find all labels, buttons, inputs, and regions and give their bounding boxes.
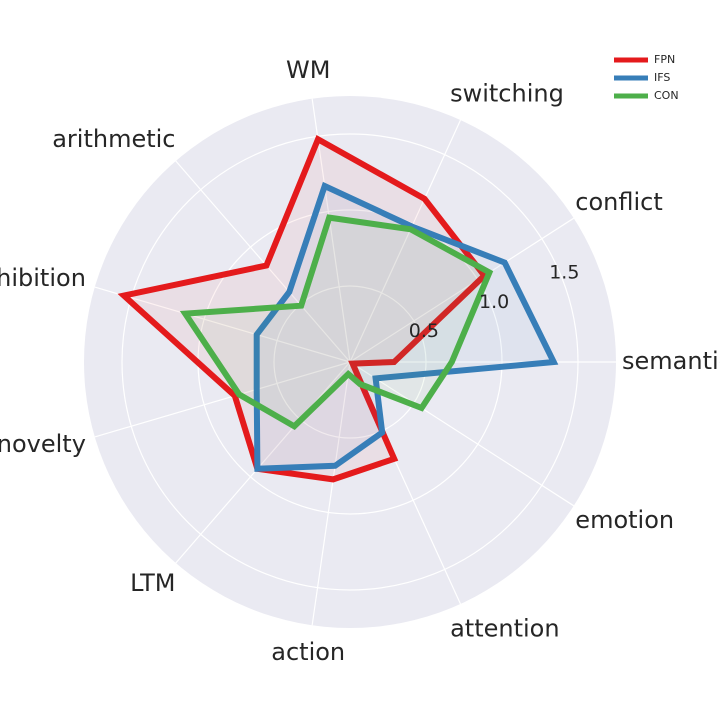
spoke-novelty [94,361,351,438]
spoke-inhibition [94,286,351,363]
axis-label-emotion: emotion [575,506,674,534]
legend: FPN IFS CON [614,53,679,102]
axis-label-action: action [271,638,345,666]
axis-label-wm: WM [286,56,330,84]
axis-label-attention: attention [450,614,559,642]
axis-label-ltm: LTM [130,569,175,597]
r-tick-label-2: 1.5 [549,262,579,284]
spoke-LTM [175,361,351,564]
axis-label-switching: switching [450,80,564,108]
axis-label-conflict: conflict [575,188,662,216]
legend-item-con: CON [614,89,679,102]
r-tick-label-1: 1.0 [479,291,509,313]
axis-label-semantics: semantics [622,347,720,375]
legend-label-ifs: IFS [654,71,670,84]
series-fill-ifs [256,186,554,469]
series-fill-con [185,217,490,427]
label-layer: 0.5 1.0 1.5 semantics conflict switching WM ari… [0,56,720,666]
axis-label-arithmetic: arithmetic [52,125,175,153]
series-line-fpn [117,135,489,483]
legend-item-ifs: IFS [614,71,670,84]
legend-label-fpn: FPN [654,53,675,66]
series-con [179,214,494,431]
axis-label-novelty: novelty [0,430,86,458]
series-line-con [179,214,494,431]
spoke-action [311,361,351,626]
legend-label-con: CON [654,89,679,102]
legend-item-fpn: FPN [614,53,675,66]
series-layer [117,135,559,483]
series-ifs [253,181,559,472]
r-tick-label-0: 0.5 [409,320,439,342]
spoke-switching [349,119,462,363]
spoke-conflict [349,217,575,363]
axis-label-inhibition: inhibition [0,264,86,292]
series-line-ifs [253,181,559,472]
spoke-arithmetic [175,160,351,363]
spoke-emotion [349,361,575,507]
